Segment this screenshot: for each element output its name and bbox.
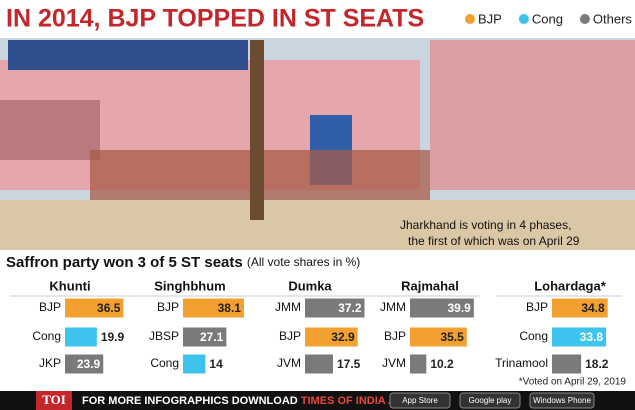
category-label: Trinamool xyxy=(495,356,548,370)
value-label: 10.2 xyxy=(430,357,454,371)
panel-title: Singhbhum xyxy=(154,278,226,293)
bar xyxy=(65,327,97,347)
bar xyxy=(183,298,244,318)
value-label: 23.9 xyxy=(77,357,101,371)
legend-label: Others xyxy=(593,11,633,26)
value-label: 37.2 xyxy=(338,301,362,315)
value-label: 36.5 xyxy=(97,301,121,315)
value-label: 17.5 xyxy=(337,357,361,371)
logo-box xyxy=(36,391,72,410)
legend-swatch xyxy=(579,14,590,24)
footer-app: TIMES OF INDIA APP xyxy=(301,395,411,407)
category-label: JVM xyxy=(277,356,301,370)
footnote: *Voted on April 29, 2019 xyxy=(519,377,627,388)
bar xyxy=(410,298,474,318)
bar xyxy=(183,354,206,374)
badge[interactable]: Google play xyxy=(469,396,512,405)
category-label: JBSP xyxy=(149,329,179,343)
bar xyxy=(65,298,124,318)
value-label: 38.1 xyxy=(218,301,242,315)
caption: the first of which was on April 29 xyxy=(408,234,580,248)
badges: App Store Google play Windows Phone xyxy=(389,392,595,409)
category-label: Cong xyxy=(519,329,548,343)
panel-title: Khunti xyxy=(49,278,90,293)
value-label: 35.5 xyxy=(440,330,464,344)
subtitle-note: (All vote shares in %) xyxy=(247,255,360,269)
value-label: 34.8 xyxy=(581,301,605,315)
panel-title: Dumka xyxy=(288,278,332,293)
panel-title: Lohardaga* xyxy=(534,278,606,293)
category-label: JMM xyxy=(380,300,406,314)
value-label: 32.9 xyxy=(331,330,355,344)
bar xyxy=(305,327,358,347)
legend: BJP Cong Others xyxy=(465,11,632,26)
value-label: 39.9 xyxy=(447,301,471,315)
subtitle-main: Saffron party won 3 of 5 ST seats xyxy=(6,254,243,271)
bar xyxy=(305,298,365,318)
footer-text: FOR MORE INFOGRAPHICS DOWNLOAD TIMES OF … xyxy=(82,395,411,407)
bar xyxy=(410,354,427,374)
footer-text-main: FOR MORE INFOGRAPHICS DOWNLOAD xyxy=(82,395,298,407)
legend-swatch xyxy=(518,14,529,24)
badge[interactable]: App Store xyxy=(402,396,438,405)
category-label: BJP xyxy=(157,300,179,314)
bar xyxy=(183,327,227,347)
subtitle: Saffron party won 3 of 5 ST seats (All v… xyxy=(6,254,360,271)
bar xyxy=(552,298,608,318)
bar xyxy=(552,327,607,347)
legend-swatch xyxy=(465,14,475,24)
value-label: 33.8 xyxy=(580,330,604,344)
panel-title: Rajmahal xyxy=(401,278,459,293)
category-label: BJP xyxy=(39,300,61,314)
photo xyxy=(0,38,635,250)
category-label: JKP xyxy=(39,356,61,370)
value-label: 27.1 xyxy=(200,330,224,344)
category-label: Cong xyxy=(150,356,179,370)
category-label: BJP xyxy=(279,329,301,343)
bar xyxy=(552,354,582,374)
legend-label: Cong xyxy=(532,11,563,26)
legend-label: BJP xyxy=(478,11,502,26)
bar xyxy=(410,327,467,347)
panels: Khunti BJP 36.5 Cong 19.9 JKP 23.9 Singhbhum BJP… xyxy=(10,278,622,374)
category-label: BJP xyxy=(526,300,548,314)
category-label: Cong xyxy=(32,329,61,343)
caption: Jharkhand is voting in 4 phases, xyxy=(400,218,571,232)
category-label: JVM xyxy=(382,356,406,370)
logo: TOI xyxy=(42,392,66,407)
value-label: 19.9 xyxy=(101,330,125,344)
bar xyxy=(65,354,104,374)
chart-title: IN 2014, BJP TOPPED IN ST SEATS xyxy=(6,5,424,33)
bar xyxy=(305,354,333,374)
badge[interactable]: Windows Phone xyxy=(533,396,591,405)
category-label: BJP xyxy=(384,329,406,343)
value-label: 14 xyxy=(209,357,223,371)
category-label: JMM xyxy=(275,300,301,314)
value-label: 18.2 xyxy=(585,357,609,371)
